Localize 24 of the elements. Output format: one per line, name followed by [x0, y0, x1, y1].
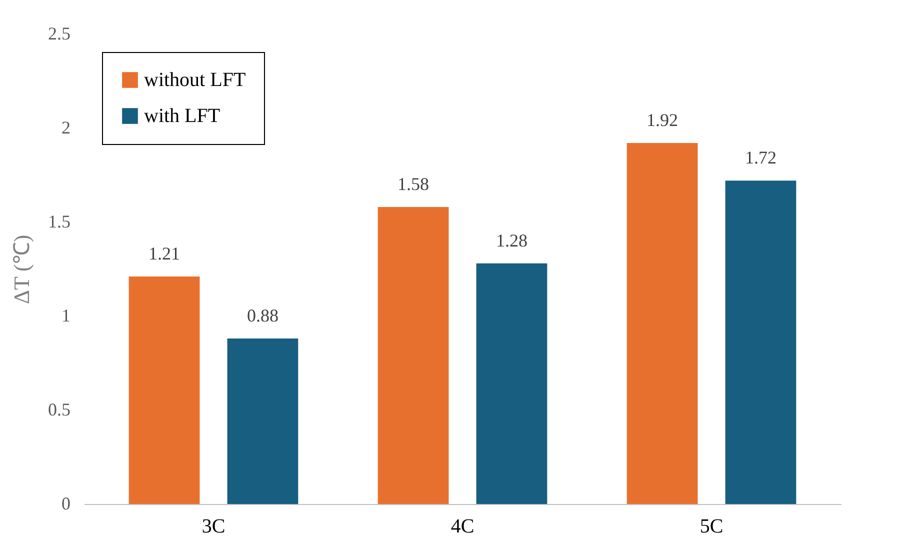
legend-label: with LFT — [144, 105, 220, 127]
data-label: 1.28 — [496, 230, 528, 250]
y-axis-title: ΔT (℃) — [9, 234, 34, 304]
data-label: 1.72 — [744, 148, 776, 168]
data-label: 1.92 — [646, 110, 678, 130]
y-tick-label: 2.5 — [48, 24, 70, 44]
bar — [227, 338, 298, 504]
y-tick-label: 0.5 — [48, 400, 70, 420]
bar — [128, 276, 200, 504]
y-tick-label: 2 — [62, 118, 70, 138]
bar — [476, 263, 548, 504]
y-tick-label: 1.5 — [48, 212, 70, 232]
x-tick-label: 3C — [202, 516, 226, 538]
bar — [626, 143, 698, 504]
y-tick-label: 0 — [62, 494, 70, 514]
legend-label: without LFT — [144, 69, 246, 91]
bar — [725, 180, 796, 504]
bar — [378, 206, 449, 504]
data-label: 0.88 — [246, 306, 278, 326]
x-tick-label: 5C — [700, 516, 724, 538]
x-tick-label: 4C — [450, 516, 474, 538]
data-label: 1.21 — [148, 244, 180, 264]
data-label: 1.58 — [398, 174, 430, 194]
y-tick-label: 1 — [62, 306, 70, 326]
